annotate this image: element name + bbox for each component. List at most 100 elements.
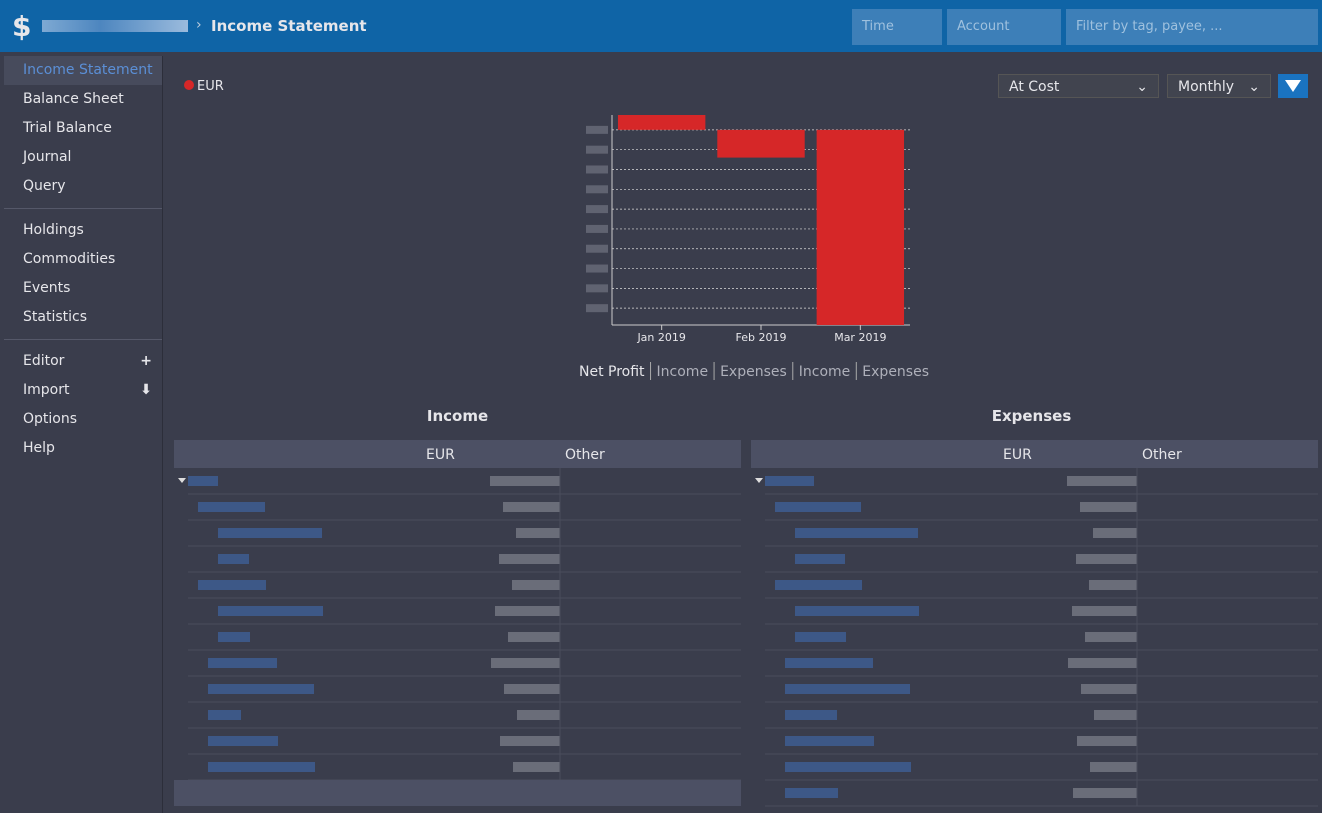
blurred-account [208,736,278,746]
conversion-value: At Cost [1009,79,1060,95]
blurred-account [785,658,873,668]
blurred-amount [1080,502,1137,512]
tag-filter[interactable]: Filter by tag, payee, ... [1066,9,1318,45]
bar [816,129,905,325]
nav-link[interactable]: Statistics [23,309,87,325]
chevron: ⌄ [1136,79,1148,95]
chart-tab[interactable]: Income [799,364,851,380]
blurred-amount [1076,554,1137,564]
blurred-amount [495,606,560,616]
blurred-amount [504,684,560,694]
blurred-account [795,528,918,538]
nav-link[interactable]: Holdings [23,222,84,238]
y-tick-label-blurred [586,165,608,174]
blurred-amount [512,580,560,590]
blurred-account [208,684,314,694]
blurred-account [198,580,266,590]
blurred-amount [490,476,560,486]
sidebar: Income Statement Balance Sheet Trial Balan… [4,56,163,813]
time-filter[interactable]: Time [852,9,942,45]
toggle-chart[interactable] [1278,74,1308,98]
nav-link[interactable]: Query [23,178,66,194]
y-tick-label-blurred [586,125,608,134]
chart-tab[interactable]: Income [657,364,709,380]
conversion-select[interactable]: At Cost ⌄ [998,74,1159,98]
nav-link[interactable]: Editor + [4,347,162,376]
blurred-ledger-name [42,20,188,32]
blurred-amount [1068,658,1137,668]
blurred-amount [516,528,560,538]
x-tick-label: Jan 2019 [636,331,685,344]
x-tick-label: Mar 2019 [834,331,886,344]
nav-link[interactable]: Trial Balance [23,120,112,136]
blurred-amount [508,632,560,642]
svg-text:$: $ [12,10,31,43]
triangle-icon [1285,80,1301,92]
blurred-amount [1089,580,1137,590]
nav-icon[interactable]: + [140,353,152,369]
legend-label[interactable]: EUR [197,79,224,94]
nav-link[interactable]: Help [23,440,55,456]
nav-link[interactable]: Commodities [23,251,116,267]
nav-link[interactable]: Balance Sheet [23,91,124,107]
blurred-amount [1085,632,1137,642]
blurred-amount [1090,762,1137,772]
page-title: Income Statement [211,17,367,35]
nav-separator [4,339,162,340]
chart-tab[interactable]: Expenses [720,364,787,380]
nav-icon[interactable]: ⬇ [140,382,152,398]
blurred-account [795,606,919,616]
y-tick-label-blurred [586,224,608,233]
nav-link[interactable]: Events [23,280,71,296]
blurred-account [785,710,837,720]
y-tick-label-blurred [586,145,608,154]
chart-tab[interactable]: Expenses [862,364,929,380]
blurred-amount [491,658,560,668]
y-tick-label-blurred [586,244,608,253]
toggle-triangle[interactable] [178,478,186,483]
blurred-account [218,554,249,564]
blurred-account [188,476,218,486]
blurred-account [795,554,845,564]
toggle-triangle[interactable] [755,478,763,483]
blurred-amount [1077,736,1137,746]
blurred-account [208,710,241,720]
nav-link[interactable]: Income Statement [4,56,162,85]
y-tick-label-blurred [586,205,608,214]
interval-select[interactable]: Monthly ⌄ [1167,74,1271,98]
table-footer [174,780,741,806]
blurred-amount [1073,788,1137,798]
blurred-amount [1067,476,1137,486]
blurred-amount [517,710,560,720]
main-area: EUR Jan 2019 Feb 2019 Mar 2019 Net Profit Inc… [174,79,1318,807]
chevron: ⌄ [1248,79,1260,95]
column-header: Other [565,447,605,463]
blurred-account [198,502,265,512]
nav-link[interactable]: Options [23,411,78,427]
account-filter[interactable]: Account [947,9,1061,45]
blurred-amount [513,762,560,772]
legend-swatch [184,80,194,90]
logo: $ [12,10,31,43]
y-tick-label-blurred [586,304,608,313]
blurred-amount [500,736,560,746]
blurred-amount [503,502,560,512]
bar [617,115,706,130]
blurred-account [785,788,838,798]
nav-separator [4,208,162,209]
x-tick-label: Feb 2019 [736,331,787,344]
top-bar: $ › Income Statement Time Account Filter… [0,0,1322,52]
chart-tab[interactable]: Net Profit [579,364,645,380]
blurred-account [775,502,861,512]
blurred-account [765,476,814,486]
blurred-amount [499,554,560,564]
nav-link[interactable]: Import ⬇ [4,376,162,405]
blurred-account [208,762,315,772]
table-header [751,440,1318,468]
blurred-amount [1094,710,1137,720]
blurred-account [795,632,846,642]
blurred-account [775,580,862,590]
column-header: EUR [1003,447,1032,463]
nav-link[interactable]: Journal [23,149,72,165]
